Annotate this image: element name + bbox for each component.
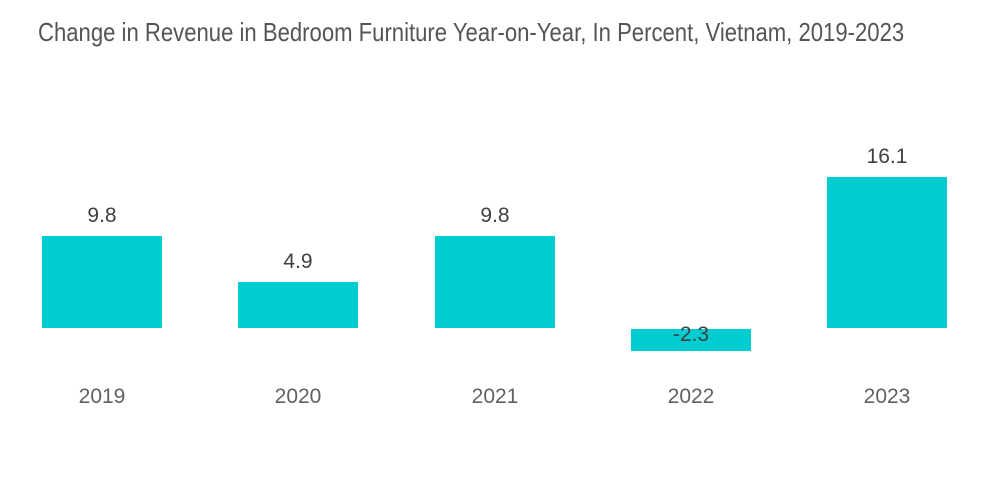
x-axis-label-2020: 2020 bbox=[274, 385, 322, 408]
bar-2023 bbox=[827, 177, 947, 328]
x-axis-label-2021: 2021 bbox=[471, 385, 519, 408]
value-label-2019: 9.8 bbox=[87, 204, 117, 227]
bar-2021 bbox=[435, 236, 555, 328]
bar-2019 bbox=[42, 236, 162, 328]
x-axis-label-2022: 2022 bbox=[667, 385, 715, 408]
bar-2020 bbox=[238, 282, 358, 328]
value-label-2021: 9.8 bbox=[480, 204, 510, 227]
value-label-2020: 4.9 bbox=[283, 250, 313, 273]
chart-title: Change in Revenue in Bedroom Furniture Y… bbox=[38, 17, 905, 47]
value-label-2023: 16.1 bbox=[866, 145, 908, 168]
x-axis-label-2023: 2023 bbox=[863, 385, 911, 408]
value-label-2022: -2.3 bbox=[672, 323, 710, 346]
bar-2022 bbox=[631, 329, 751, 351]
x-axis-label-2019: 2019 bbox=[78, 385, 126, 408]
